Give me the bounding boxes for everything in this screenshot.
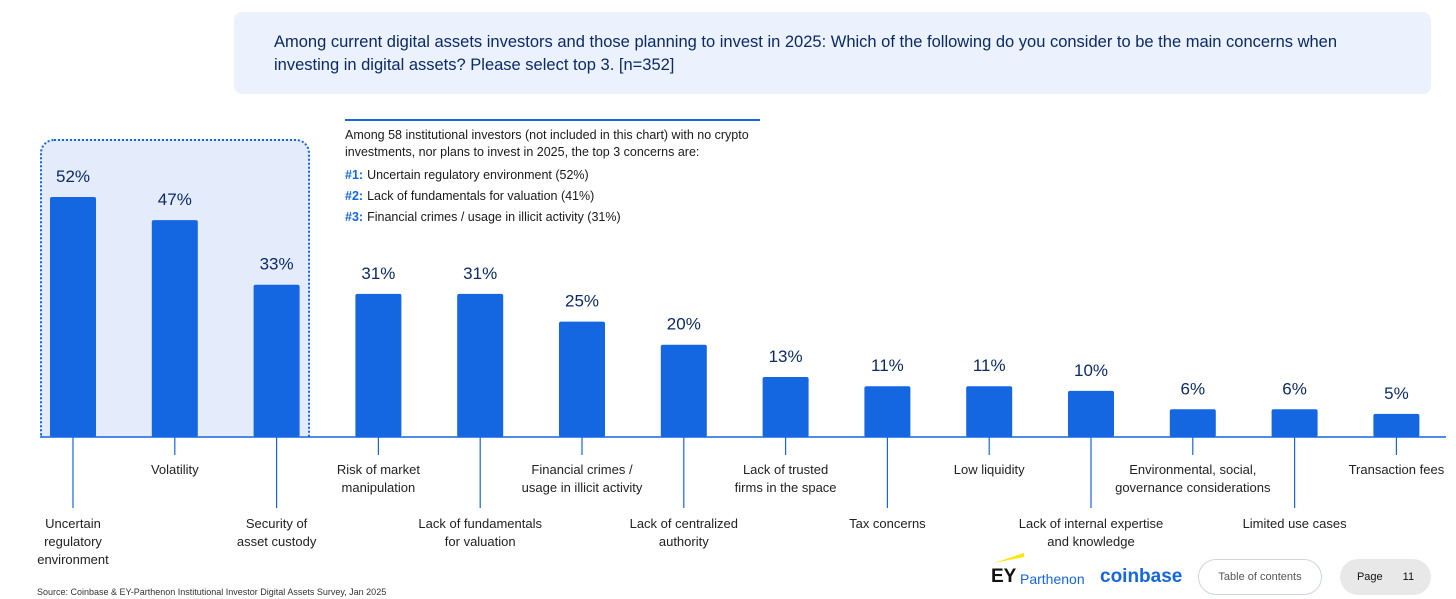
category-label-4: Risk of market manipulation [337,462,420,495]
callout-item-2-num: #2: [345,189,364,203]
callout-item-2-text: Lack of fundamentals for valuation (41%) [367,189,595,203]
ey-logo: EY [991,566,1017,587]
callout-item-1-num: #1: [345,168,364,182]
bar-4 [355,293,402,437]
bar-11 [1068,390,1114,437]
category-label-14-line-1: Transaction fees [1349,462,1445,477]
category-label-6-line-2: usage in illicit activity [522,480,643,495]
category-label-6: Financial crimes / usage in illicit activ… [522,462,643,495]
category-label-1-line-2: regulatory [44,534,102,549]
category-label-2-line-1: Volatility [151,462,199,477]
category-label-14: Transaction fees [1349,462,1445,477]
category-label-5: Lack of fundamentals for valuation [418,516,542,549]
value-label-9: 11% [871,356,904,375]
category-label-5-line-2: for valuation [445,534,516,549]
category-label-13-line-1: Limited use cases [1243,516,1348,531]
category-label-1: Uncertain regulatory environment [37,516,109,567]
category-label-3-line-1: Security of [246,516,308,531]
value-label-7: 20% [667,315,701,334]
value-label-4: 31% [361,264,395,283]
category-label-7-line-1: Lack of centralized [630,516,738,531]
category-label-8-line-2: firms in the space [735,480,837,495]
category-label-1-line-1: Uncertain [45,516,101,531]
category-label-12: Environmental, social, governance conside… [1115,462,1271,495]
callout-item-2: #2: Lack of fundamentals for valuation (4… [345,188,760,205]
value-label-1: 52% [56,167,90,186]
question-box: Among current digital assets investors a… [234,12,1431,94]
callout-item-3-text: Financial crimes / usage in illicit acti… [367,210,621,224]
table-of-contents-button[interactable]: Table of contents [1198,559,1322,595]
category-label-3-line-2: asset custody [237,534,317,549]
category-label-10: Low liquidity [954,462,1025,477]
source-note: Source: Coinbase & EY-Parthenon Institut… [37,587,387,597]
value-label-14: 5% [1384,384,1409,403]
bar-7 [660,344,707,437]
category-label-12-line-2: governance considerations [1115,480,1271,495]
value-label-10: 11% [973,356,1006,375]
bar-2 [151,220,198,437]
category-label-9: Tax concerns [849,516,926,531]
value-label-3: 33% [260,255,294,274]
bar-3 [253,284,300,437]
parthenon-logo: Parthenon [1020,571,1085,587]
bar-12 [1169,409,1216,437]
page-number: 11 [1402,571,1415,583]
bar-5 [457,293,504,437]
category-label-8: Lack of trusted firms in the space [735,462,837,495]
category-label-5-line-1: Lack of fundamentals [418,516,542,531]
coinbase-logo: coinbase [1100,566,1183,587]
question-text: Among current digital assets investors a… [274,33,1338,74]
category-label-4-line-1: Risk of market [337,462,420,477]
value-label-13: 6% [1282,379,1307,398]
category-label-11-line-2: and knowledge [1047,534,1134,549]
callout-item-3: #3: Financial crimes / usage in illicit a… [345,209,760,226]
category-label-2: Volatility [151,462,199,477]
callout-intro: Among 58 institutional investors (not in… [345,128,749,159]
value-label-5: 31% [463,264,497,283]
value-label-8: 13% [769,347,803,366]
callout-item-1: #1: Uncertain regulatory environment (52%… [345,167,760,184]
category-label-7: Lack of centralized authority [630,516,738,549]
value-label-11: 10% [1074,361,1108,380]
bar-9 [864,386,911,437]
bar-10 [966,386,1013,437]
category-label-3: Security of asset custody [237,516,317,549]
category-label-11-line-1: Lack of internal expertise [1019,516,1164,531]
bar-6 [559,321,605,437]
bar-1 [50,197,96,437]
category-label-12-line-1: Environmental, social, [1129,462,1256,477]
value-label-2: 47% [158,190,192,209]
page-indicator: Page 11 [1340,559,1431,595]
callout-item-1-text: Uncertain regulatory environment (52%) [367,168,589,182]
callout-item-3-num: #3: [345,210,364,224]
ey-logo-mark-icon [994,553,1024,563]
category-label-1-line-3: environment [37,552,109,567]
category-label-4-line-2: manipulation [342,480,416,495]
value-label-6: 25% [565,292,599,311]
category-label-10-line-1: Low liquidity [954,462,1025,477]
category-label-13: Limited use cases [1243,516,1348,531]
category-label-9-line-1: Tax concerns [849,516,926,531]
category-label-7-line-2: authority [659,534,709,549]
category-label-8-line-1: Lack of trusted [743,462,828,477]
bar-14 [1373,413,1420,437]
category-label-6-line-1: Financial crimes / [531,462,633,477]
callout-box: Among 58 institutional investors (not in… [345,119,760,230]
bar-8 [762,377,809,437]
bar-13 [1271,409,1318,437]
page-label: Page [1356,571,1383,583]
category-label-11: Lack of internal expertise and knowledge [1019,516,1164,549]
value-label-12: 6% [1181,379,1206,398]
